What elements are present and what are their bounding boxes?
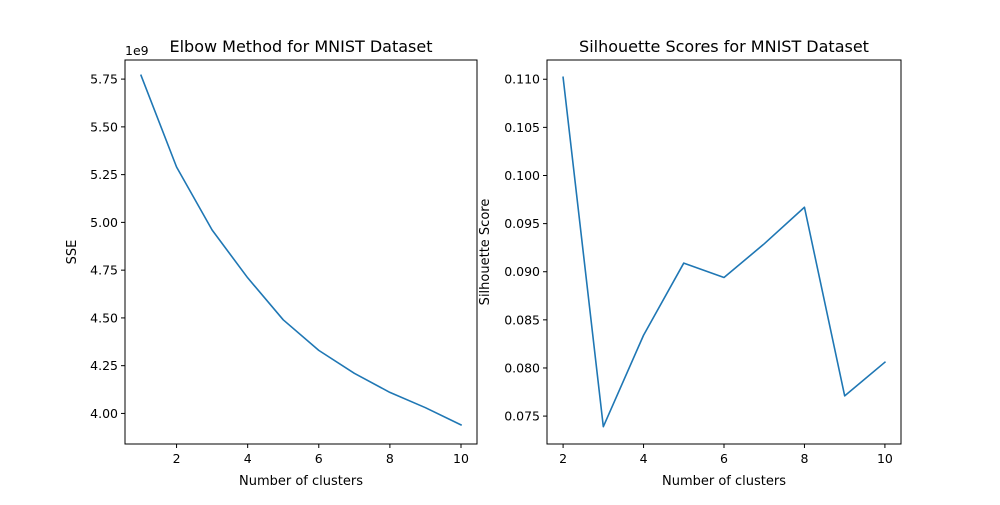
- x-tick-label: 6: [315, 451, 323, 466]
- chart-title: Elbow Method for MNIST Dataset: [169, 37, 432, 56]
- data-point: [843, 394, 847, 398]
- x-tick-label: 2: [173, 451, 181, 466]
- data-point: [762, 242, 766, 246]
- data-point: [601, 425, 605, 429]
- y-tick-label: 0.085: [504, 312, 540, 327]
- data-point: [317, 348, 321, 352]
- y-tick-label: 0.090: [504, 264, 540, 279]
- y-axis-label: Silhouette Score: [478, 199, 493, 306]
- data-point: [802, 205, 806, 209]
- y-tick-label: 0.110: [504, 72, 540, 87]
- data-point: [642, 333, 646, 337]
- data-point: [561, 75, 565, 79]
- x-tick-label: 8: [800, 451, 808, 466]
- y-tick-label: 0.100: [504, 168, 540, 183]
- y-tick-label: 5.50: [90, 119, 118, 134]
- data-point: [459, 423, 463, 427]
- x-axis-label: Number of clusters: [662, 474, 786, 489]
- data-point: [388, 390, 392, 394]
- axis-ticks: 2 4 6 8 10 0.075 0.080 0.085 0.090 0.095 0.100 0.10…: [504, 72, 893, 466]
- data-point: [682, 261, 686, 265]
- y-tick-label: 4.50: [90, 310, 118, 325]
- data-point: [281, 318, 285, 322]
- y-tick-label: 4.75: [90, 263, 118, 278]
- y-tick-label: 4.00: [90, 406, 118, 421]
- y-tick-label: 5.00: [90, 215, 118, 230]
- silhouette-chart: Silhouette Scores for MNIST Dataset Numb…: [478, 37, 902, 489]
- data-point: [352, 371, 356, 375]
- x-axis-label: Number of clusters: [239, 474, 363, 489]
- series-line: [139, 74, 463, 426]
- plot-lines: [561, 75, 887, 429]
- x-tick-label: 10: [453, 451, 469, 466]
- data-point: [423, 406, 427, 410]
- y-tick-label: 0.075: [504, 409, 540, 424]
- x-tick-label: 2: [559, 451, 567, 466]
- x-tick-label: 8: [386, 451, 394, 466]
- data-point: [175, 165, 179, 169]
- y-tick-label: 5.75: [90, 72, 118, 87]
- x-tick-label: 4: [244, 451, 252, 466]
- y-tick-label: 4.25: [90, 358, 118, 373]
- series-line: [562, 76, 887, 428]
- data-point: [883, 360, 887, 364]
- y-tick-label: 0.105: [504, 120, 540, 135]
- plot-frame: [546, 59, 902, 445]
- y-tick-label: 5.25: [90, 167, 118, 182]
- x-tick-label: 6: [720, 451, 728, 466]
- chart-title: Silhouette Scores for MNIST Dataset: [579, 37, 869, 56]
- y-tick-label: 0.080: [504, 360, 540, 375]
- x-tick-label: 4: [640, 451, 648, 466]
- y-axis-label: SSE: [65, 240, 80, 265]
- elbow-chart: Elbow Method for MNIST Dataset 1e9 Numbe…: [65, 37, 478, 489]
- y-tick-label: 0.095: [504, 216, 540, 231]
- plot-lines: [139, 73, 463, 427]
- y-offset-label: 1e9: [125, 43, 149, 58]
- data-point: [246, 276, 250, 280]
- x-tick-label: 10: [877, 451, 893, 466]
- data-point: [210, 228, 214, 232]
- data-point: [139, 73, 143, 77]
- data-point: [722, 276, 726, 280]
- axis-ticks: 2 4 6 8 10 4.00 4.25 4.50 4.75 5.00 5.25 5.50 5.75: [90, 72, 469, 466]
- plot-frame: [124, 59, 478, 445]
